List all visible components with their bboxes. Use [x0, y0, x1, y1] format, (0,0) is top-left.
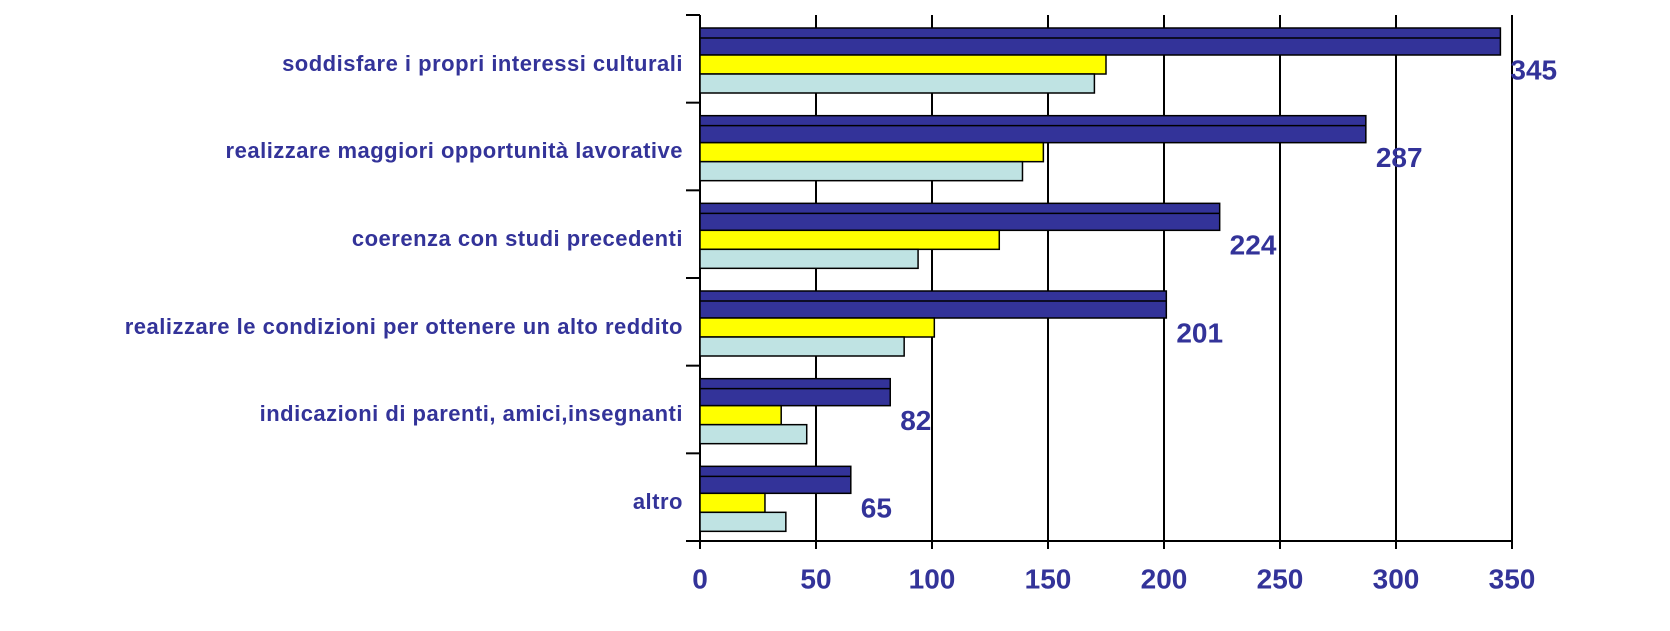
- x-tick-label: 200: [1141, 563, 1188, 594]
- bar: [699, 141, 1045, 163]
- bar: [699, 423, 808, 445]
- category-text: soddisfare i propri interessi culturali: [282, 50, 683, 76]
- bar: [699, 114, 1367, 144]
- category-text: realizzare maggiori opportunità lavorati…: [225, 138, 683, 164]
- x-tick-label: 100: [909, 563, 956, 594]
- value-label: 345: [1510, 54, 1557, 85]
- bar: [699, 404, 782, 426]
- category-label: altro: [0, 463, 683, 541]
- bar: [699, 160, 1024, 182]
- bar: [699, 492, 766, 514]
- category-text: realizzare le condizioni per ottenere un…: [124, 313, 683, 339]
- category-text: indicazioni di parenti, amici,insegnanti: [259, 401, 683, 427]
- bar: [699, 317, 936, 338]
- bar: [699, 336, 905, 357]
- x-tick-label: 50: [800, 563, 831, 594]
- value-label: 82: [900, 405, 931, 436]
- value-label: 224: [1230, 230, 1277, 261]
- bar: [699, 248, 919, 270]
- category-label: realizzare le condizioni per ottenere un…: [0, 288, 683, 366]
- x-tick-label: 250: [1257, 563, 1304, 594]
- x-tick-label: 300: [1373, 563, 1420, 594]
- bar: [699, 54, 1107, 75]
- bar: [699, 290, 1168, 319]
- value-label: 65: [861, 493, 892, 524]
- bar: [699, 229, 1001, 251]
- category-text: coerenza con studi precedenti: [351, 226, 683, 252]
- x-tick-label: 150: [1025, 563, 1072, 594]
- x-tick-label: 350: [1489, 563, 1536, 594]
- category-label: coerenza con studi precedenti: [0, 200, 683, 278]
- bar: [699, 73, 1096, 94]
- bar: [699, 377, 891, 407]
- bar: [699, 511, 787, 533]
- bar: [699, 27, 1502, 56]
- bar: [699, 202, 1221, 232]
- category-label: indicazioni di parenti, amici,insegnanti: [0, 376, 683, 454]
- category-text: altro: [632, 489, 683, 515]
- value-label: 287: [1376, 142, 1423, 173]
- x-tick-label: 0: [692, 563, 708, 594]
- bar: [699, 465, 852, 495]
- category-label: soddisfare i propri interessi culturali: [0, 25, 683, 103]
- category-label: realizzare maggiori opportunità lavorati…: [0, 113, 683, 191]
- value-label: 201: [1176, 317, 1223, 348]
